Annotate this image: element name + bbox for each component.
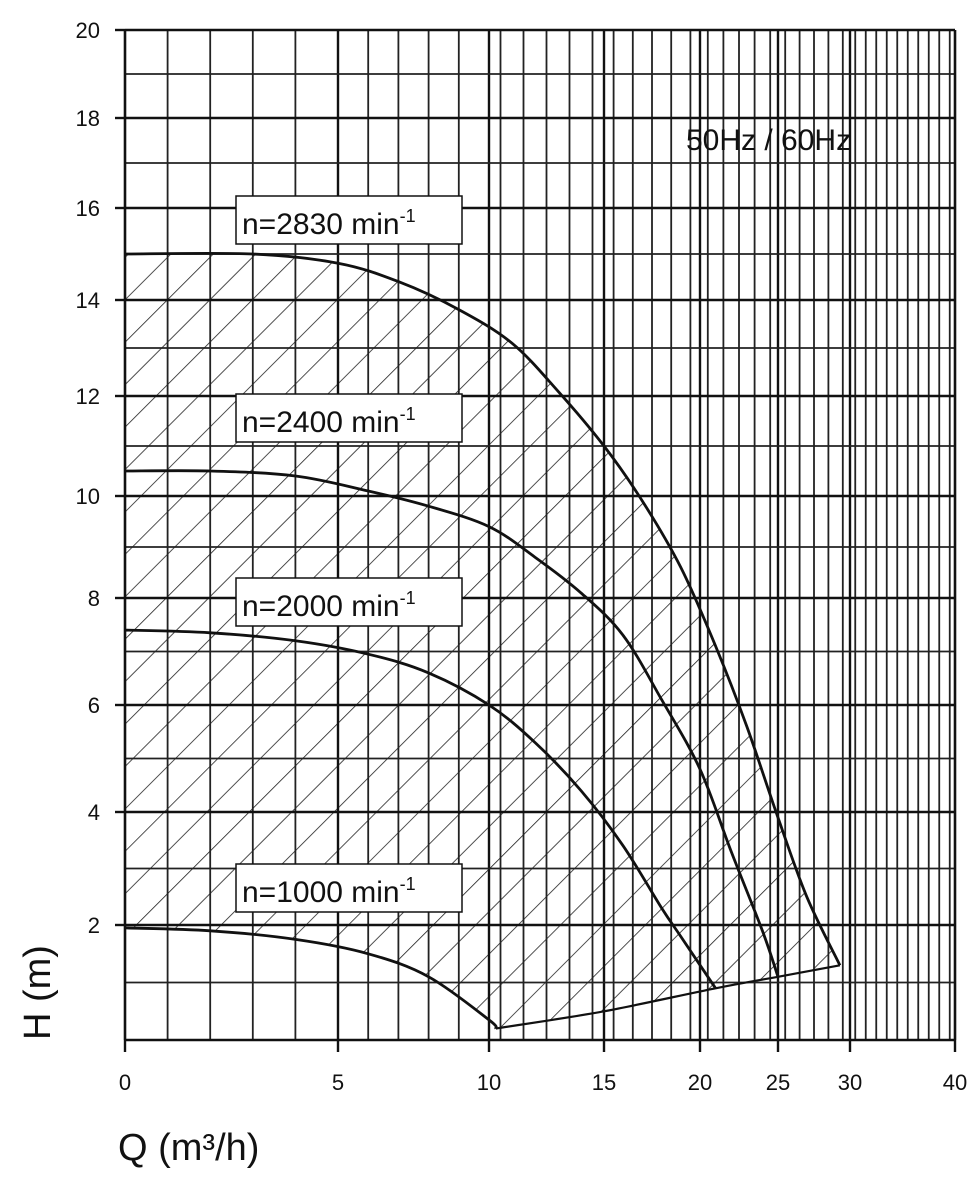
x-tick-label: 30 — [838, 1070, 862, 1095]
x-axis-title: Q (m³/h) — [118, 1127, 259, 1169]
curve-label-text: n=2830 min-1 — [242, 206, 416, 241]
y-tick-label: 20 — [76, 18, 100, 43]
x-tick-label: 25 — [766, 1070, 790, 1095]
x-tick-label: 0 — [119, 1070, 131, 1095]
curves — [124, 251, 842, 1030]
curve-n3 — [124, 628, 717, 990]
y-tick-label: 4 — [88, 800, 100, 825]
curve-n4 — [124, 926, 498, 1030]
curve-labels: n=2830 min-1 n=2400 min-1 n=2000 min-1 n=10… — [235, 195, 463, 913]
curve-label: n=2830 min-1 — [235, 195, 463, 245]
y-tick-label: 14 — [76, 288, 100, 313]
curve-label-text: n=1000 min-1 — [242, 874, 416, 909]
curve-label: n=1000 min-1 — [235, 863, 463, 913]
x-tick-label: 5 — [332, 1070, 344, 1095]
frequency-annotation: 50Hz / 60Hz — [686, 124, 851, 157]
y-tick-label: 16 — [76, 196, 100, 221]
curve-n2 — [124, 469, 780, 978]
y-tick-label: 6 — [88, 693, 100, 718]
x-tick-label: 15 — [592, 1070, 616, 1095]
curve-label-text: n=2000 min-1 — [242, 588, 416, 623]
y-tick-label: 2 — [88, 913, 100, 938]
curve-label: n=2000 min-1 — [235, 577, 463, 627]
x-tick-label: 10 — [477, 1070, 501, 1095]
curve-label: n=2400 min-1 — [235, 393, 463, 443]
y-tick-label: 12 — [76, 384, 100, 409]
y-tick-label: 18 — [76, 106, 100, 131]
y-axis-title: H (m) — [17, 945, 59, 1040]
y-tick-label: 10 — [76, 484, 100, 509]
x-tick-label: 20 — [688, 1070, 712, 1095]
lower-boundary-line — [495, 964, 841, 1030]
x-tick-label: 40 — [943, 1070, 967, 1095]
operating-range-area — [125, 253, 840, 1029]
curve-n1 — [124, 251, 842, 966]
axes: 2 4 6 8 10 12 14 16 18 20 0 5 10 15 20 25 30 40 — [76, 18, 968, 1095]
y-tick-label: 8 — [88, 586, 100, 611]
curve-label-text: n=2400 min-1 — [242, 404, 416, 439]
operating-range-hatch — [125, 253, 840, 1029]
